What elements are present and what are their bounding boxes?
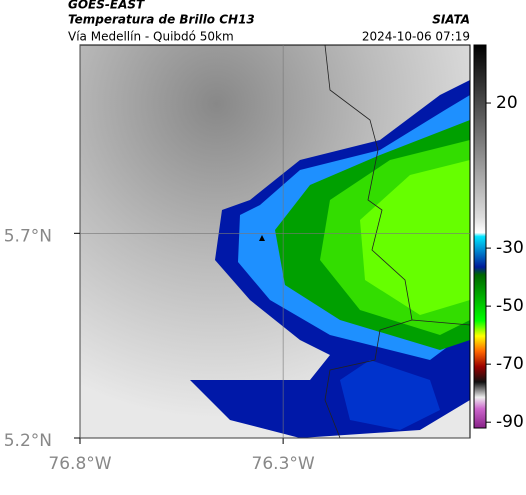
x-tick-label: 76.3°W	[252, 454, 315, 474]
colorbar-tick-label: -90	[496, 412, 524, 432]
colorbar-tick-label: -30	[496, 238, 524, 258]
satellite-image	[80, 44, 471, 439]
y-tick-label: 5.7°N	[4, 226, 52, 246]
x-tick-label: 76.8°W	[48, 454, 111, 474]
colorbar	[473, 44, 487, 429]
colorbar-tick-label: -50	[496, 296, 524, 316]
datetime: 2024-10-06 07:19	[362, 30, 470, 44]
y-tick-label: 5.2°N	[4, 431, 52, 451]
route: Vía Medellín - Quibdó 50km	[68, 30, 234, 44]
colorbar-tick-label: -70	[496, 354, 524, 374]
subtitle: Temperatura de Brillo CH13	[68, 13, 255, 27]
title: GOES-EAST	[68, 0, 145, 12]
colorbar-tick-label: 20	[496, 93, 518, 113]
source: SIATA	[432, 13, 470, 27]
